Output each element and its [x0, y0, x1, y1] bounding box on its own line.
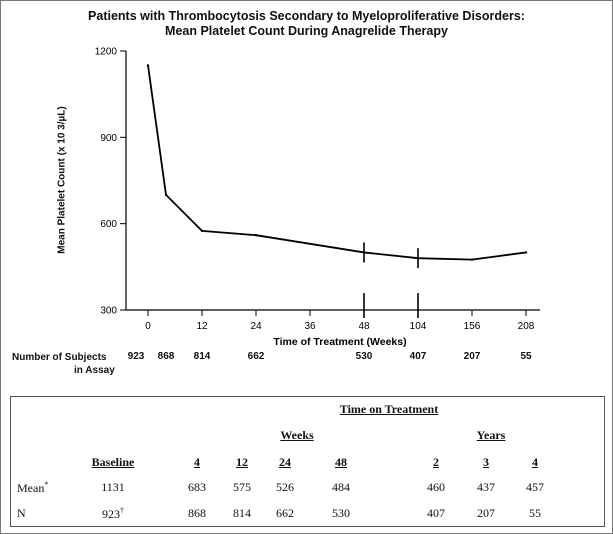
data-point: [524, 251, 528, 254]
table-header: Time on Treatment: [339, 402, 439, 416]
table-cell: 460: [427, 480, 445, 494]
x-tick-label: 156: [464, 321, 481, 332]
series-line: [147, 65, 527, 261]
column-header: 24: [279, 455, 291, 469]
table-cell: 526: [276, 480, 294, 494]
y-tick-label: 600: [100, 219, 117, 230]
baseline-cell: 923†: [102, 506, 124, 521]
table-cell: 437: [477, 480, 495, 494]
data-point: [146, 64, 150, 67]
baseline-cell: 1131: [101, 480, 125, 494]
table-cell: 683: [188, 480, 206, 494]
baseline-footnote-mark: †: [120, 506, 124, 515]
years-label: Years: [476, 428, 506, 442]
x-axis-label: Time of Treatment (Weeks): [273, 336, 406, 348]
table-cell: 530: [332, 506, 350, 520]
x-tick-label: 48: [358, 321, 370, 332]
chart-title: Patients with Thrombocytosis Secondary t…: [88, 9, 525, 23]
table-cell: 814: [233, 506, 251, 520]
summary-table: Time on Treatment Weeks Years Baseline 4…: [10, 396, 605, 527]
subject-count: 662: [247, 351, 265, 362]
x-tick-label: 24: [250, 321, 262, 332]
row-label: N: [17, 506, 26, 520]
table-cell: 575: [233, 480, 251, 494]
table-cell: 407: [427, 506, 445, 520]
y-axis-label: Mean Platelet Count (x 10 3/µL): [56, 106, 68, 254]
chart-subtitle: Mean Platelet Count During Anagrelide Th…: [165, 24, 448, 38]
row-label: Mean*: [17, 480, 49, 495]
column-header: 48: [335, 455, 347, 469]
table-cell: 662: [276, 506, 294, 520]
x-tick-label: 36: [304, 321, 316, 332]
column-header: 12: [236, 455, 248, 469]
table-cell: 457: [526, 480, 544, 494]
line-chart: 300 600 900 1200 0 12 24 36 48 104 156 208 Time of T…: [95, 47, 540, 348]
data-point: [254, 233, 258, 237]
y-tick-label: 300: [100, 306, 117, 317]
subject-count: 868: [157, 351, 175, 362]
data-point: [200, 229, 204, 233]
x-tick-label: 12: [196, 321, 208, 332]
subjects-label-line2: in Assay: [74, 365, 115, 376]
y-tick-label: 900: [100, 133, 117, 144]
column-header: 4: [194, 455, 200, 469]
x-tick-label: 208: [518, 321, 535, 332]
column-header: 2: [433, 455, 439, 469]
table-cell: 484: [332, 480, 350, 494]
subject-count: 923: [127, 351, 145, 362]
subjects-label-line1: Number of Subjects: [12, 352, 107, 363]
subjects-label: Number of Subjects in Assay: [12, 351, 115, 377]
table-cell: 55: [529, 506, 541, 520]
subject-count: 407: [409, 351, 427, 362]
x-tick-label: 0: [145, 321, 151, 332]
weeks-label: Weeks: [280, 428, 314, 442]
y-tick-label: 1200: [95, 47, 118, 58]
baseline-header: Baseline: [91, 455, 135, 469]
subject-count: 530: [355, 351, 373, 362]
data-point: [164, 193, 168, 197]
column-header: 4: [532, 455, 538, 469]
table-cell: 868: [188, 506, 206, 520]
data-point: [470, 258, 474, 261]
subject-count: 55: [520, 351, 532, 362]
table-cell: 207: [477, 506, 495, 520]
subject-count: 814: [193, 351, 211, 362]
column-header: 3: [483, 455, 489, 469]
row-label-footnote-mark: *: [44, 480, 49, 489]
x-tick-label: 104: [410, 321, 427, 332]
subject-count: 207: [463, 351, 481, 362]
